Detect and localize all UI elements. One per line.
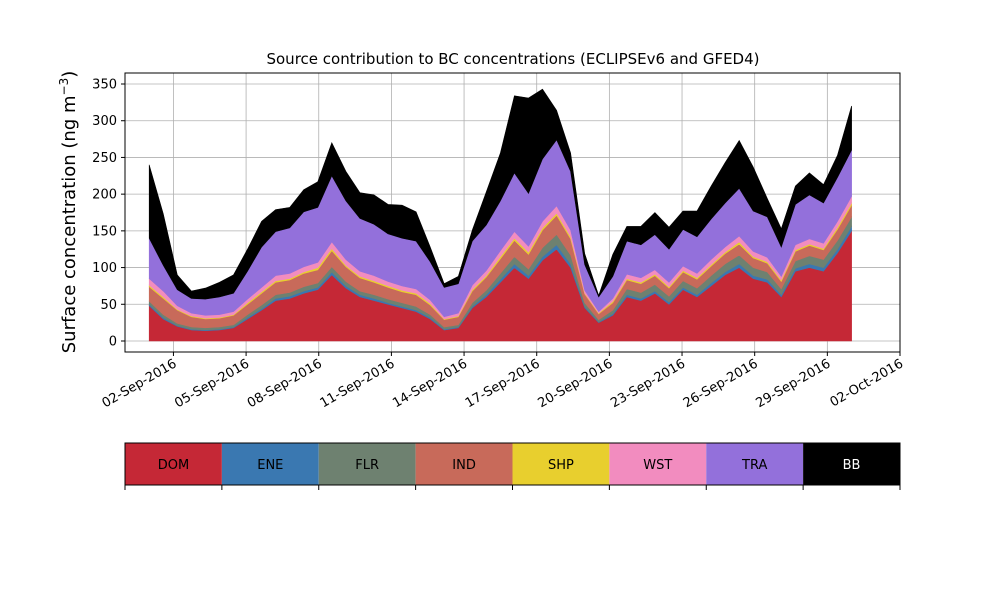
x-tick-label: 29-Sep-2016 bbox=[754, 356, 834, 411]
x-tick-label: 17-Sep-2016 bbox=[463, 356, 543, 411]
x-axis-ticks: 02-Sep-201605-Sep-201608-Sep-201611-Sep-… bbox=[100, 352, 906, 411]
y-tick-label: 200 bbox=[92, 188, 117, 203]
y-tick-label: 100 bbox=[92, 261, 117, 276]
y-tick-label: 0 bbox=[109, 334, 117, 349]
legend-label-ind: IND bbox=[452, 458, 476, 473]
legend-label-tra: TRA bbox=[741, 458, 767, 473]
x-tick-label: 02-Sep-2016 bbox=[100, 356, 180, 411]
x-tick-label: 08-Sep-2016 bbox=[245, 356, 325, 411]
plot-area: 0 50 100 150 200 250 300 350 02-Sep-201605-Sep-… bbox=[92, 72, 906, 411]
chart-title: Source contribution to BC concentrations… bbox=[266, 50, 759, 68]
legend-swatch-ene bbox=[221, 443, 319, 485]
x-tick-label: 14-Sep-2016 bbox=[390, 356, 470, 411]
x-tick-label: 02-Oct-2016 bbox=[828, 356, 906, 410]
legend-colorbar: DOM ENE FLR IND SHP WST TRA BB bbox=[124, 442, 901, 490]
area-series-bb bbox=[148, 88, 852, 300]
y-tick-label: 150 bbox=[92, 224, 117, 239]
x-tick-label: 05-Sep-2016 bbox=[172, 356, 252, 411]
y-axis-label: Surface concentration (ng m−3) bbox=[57, 71, 80, 354]
x-tick-label: 20-Sep-2016 bbox=[536, 356, 616, 411]
legend-label-ene: ENE bbox=[257, 458, 283, 473]
legend-swatch-bb bbox=[803, 443, 900, 485]
legend-swatch-tra bbox=[706, 443, 804, 485]
legend-swatch-ind bbox=[415, 443, 513, 485]
legend-label-shp: SHP bbox=[548, 458, 574, 473]
legend-label-dom: DOM bbox=[158, 458, 189, 473]
legend-label-wst: WST bbox=[643, 458, 672, 473]
legend-swatch-flr bbox=[318, 443, 416, 485]
y-tick-label: 50 bbox=[100, 298, 117, 313]
y-axis-ticks: 0 50 100 150 200 250 300 350 bbox=[92, 78, 125, 349]
y-tick-label: 350 bbox=[92, 78, 117, 93]
x-tick-label: 23-Sep-2016 bbox=[608, 356, 688, 411]
legend-swatch-wst bbox=[609, 443, 707, 485]
stacked-areas bbox=[148, 88, 852, 342]
y-tick-label: 300 bbox=[92, 114, 117, 129]
legend-swatch-dom bbox=[125, 443, 222, 485]
legend-label-flr: FLR bbox=[355, 458, 379, 473]
x-tick-label: 26-Sep-2016 bbox=[681, 356, 761, 411]
legend-label-bb: BB bbox=[843, 458, 861, 473]
x-tick-label: 11-Sep-2016 bbox=[318, 356, 398, 411]
y-tick-label: 250 bbox=[92, 151, 117, 166]
plot-frame bbox=[124, 72, 901, 353]
legend-swatch-shp bbox=[512, 443, 610, 485]
